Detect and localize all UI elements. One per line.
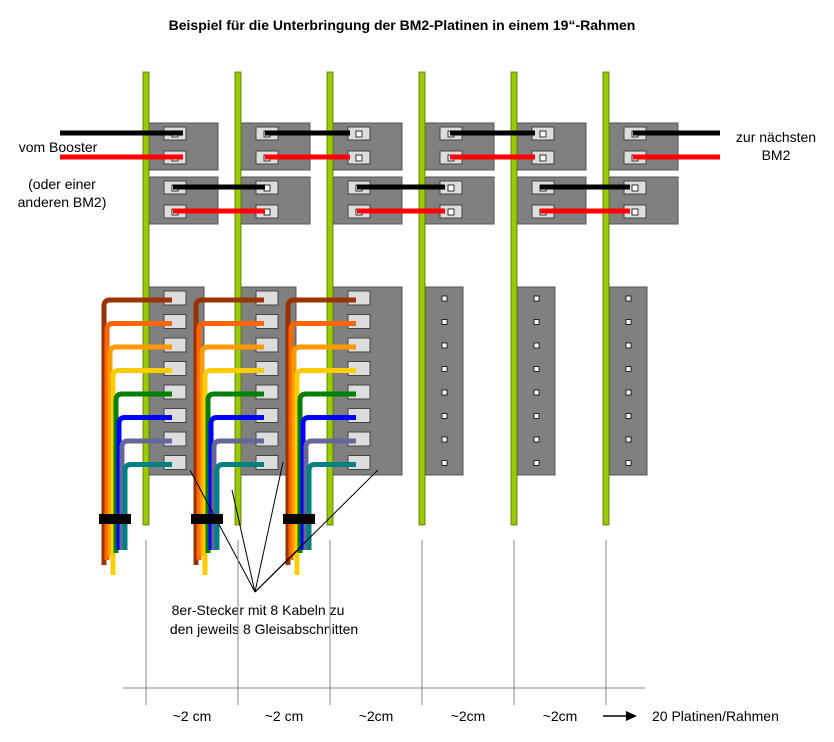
arrow-head [626, 711, 637, 721]
cable [101, 297, 172, 565]
cable [291, 344, 356, 556]
pin [533, 436, 540, 443]
cable [300, 415, 356, 550]
capacity-label: 20 Platinen/Rahmen [652, 708, 779, 724]
cable [193, 297, 264, 565]
board [418, 71, 426, 526]
spacing-label: ~2cm [359, 708, 394, 724]
pointer-line [254, 461, 284, 593]
track-connector [516, 286, 556, 476]
track-connector [424, 286, 464, 476]
cable [205, 391, 264, 553]
spacing-label: ~2cm [451, 708, 486, 724]
pin [441, 295, 448, 302]
spacing-label: ~2cm [543, 708, 578, 724]
cable [285, 297, 356, 565]
output-label: zur nächsten [736, 129, 816, 145]
spacing-label: ~2 cm [173, 708, 212, 724]
pointer-line [231, 489, 256, 593]
pin [625, 436, 632, 443]
cable [208, 415, 264, 550]
pin [447, 184, 455, 192]
pin [533, 295, 540, 302]
cable [211, 438, 264, 550]
input-label: anderen BM2) [18, 194, 107, 210]
pin [625, 342, 632, 349]
pin [625, 319, 632, 325]
pin [533, 413, 540, 419]
pin [625, 389, 632, 396]
cable [306, 462, 356, 550]
cable [294, 368, 356, 575]
spacing-label: ~2 cm [265, 708, 304, 724]
pin [447, 208, 455, 216]
pin [441, 413, 448, 419]
cable [122, 462, 172, 550]
pointer-line [254, 469, 379, 593]
cable [107, 344, 172, 556]
cable [119, 438, 172, 550]
connector-note: den jeweils 8 Gleisabschnitten [170, 621, 358, 637]
title: Beispiel für die Unterbringung der BM2-P… [169, 17, 636, 33]
input-label: vom Booster [19, 139, 98, 155]
board [510, 71, 518, 526]
pin [631, 208, 639, 216]
cable [104, 321, 172, 560]
cable-clamp [191, 514, 223, 524]
pin [441, 366, 448, 372]
pin [533, 319, 540, 325]
pin [441, 436, 448, 443]
pin [625, 295, 632, 302]
cable [303, 438, 356, 550]
pin [533, 342, 540, 349]
cable-clamp [99, 514, 131, 524]
pin [539, 154, 547, 162]
pin [533, 366, 540, 372]
boards [142, 71, 679, 526]
pin [533, 460, 540, 466]
pin [441, 460, 448, 466]
pin [441, 389, 448, 396]
pin [625, 413, 632, 419]
pin [441, 319, 448, 325]
pin [355, 130, 363, 138]
output-label: BM2 [762, 147, 791, 163]
cable [110, 368, 172, 575]
pointer-line [189, 469, 256, 593]
cable [202, 368, 264, 575]
cable [288, 321, 356, 560]
pin [539, 130, 547, 138]
track-connector [608, 286, 648, 476]
cable [196, 321, 264, 560]
pin [533, 389, 540, 396]
board [602, 71, 610, 526]
cable [116, 415, 172, 550]
input-label: (oder einer [28, 176, 96, 192]
pin [631, 184, 639, 192]
cable [199, 344, 264, 556]
connector-note: 8er-Stecker mit 8 Kabeln zu [172, 602, 345, 618]
pin [625, 366, 632, 372]
pin [355, 154, 363, 162]
pin [441, 342, 448, 349]
cable [214, 462, 264, 550]
wires [60, 130, 720, 593]
pin [625, 460, 632, 466]
cable [297, 391, 356, 553]
cable-clamp [283, 514, 315, 524]
cable [113, 391, 172, 553]
